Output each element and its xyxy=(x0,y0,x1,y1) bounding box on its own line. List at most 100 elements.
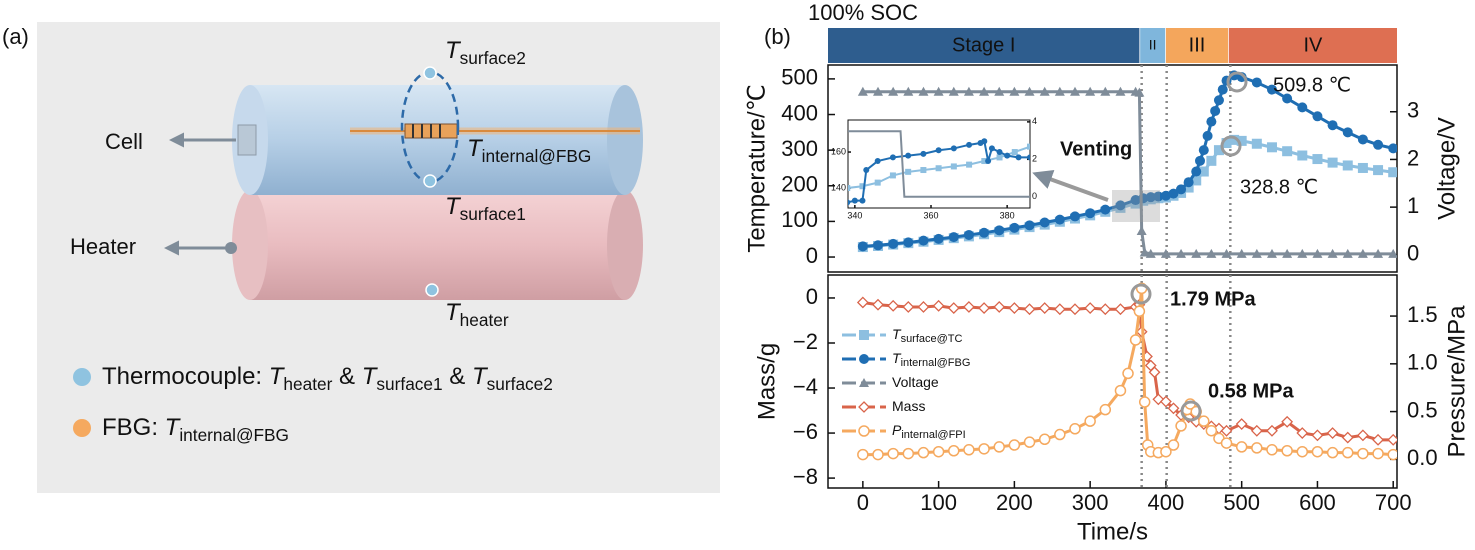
point xyxy=(1312,154,1323,165)
point xyxy=(902,447,915,460)
point xyxy=(1342,446,1354,459)
point xyxy=(1282,248,1293,258)
point xyxy=(979,86,990,96)
point xyxy=(1387,433,1397,446)
point xyxy=(1167,402,1180,415)
point xyxy=(1115,200,1126,211)
legend-name: Mass xyxy=(892,398,925,414)
point xyxy=(1342,248,1353,258)
stage-band xyxy=(828,28,1140,63)
point xyxy=(859,197,866,204)
point xyxy=(1297,102,1308,113)
point xyxy=(1327,248,1338,258)
x-tick-label: 400 xyxy=(1148,490,1185,515)
inset-chart: 140 160 0 2 4 340 360 380 xyxy=(831,116,1037,220)
point xyxy=(1297,150,1308,161)
point xyxy=(1221,138,1232,149)
heater-label: Heater xyxy=(70,234,136,259)
legend-name: Voltage xyxy=(892,374,939,390)
cell-terminal xyxy=(237,124,257,156)
point xyxy=(1085,208,1096,219)
point xyxy=(963,444,975,456)
text-part: T xyxy=(472,363,489,390)
x-tick-label: 380 xyxy=(1000,210,1015,220)
highlight-ring xyxy=(1220,135,1242,157)
point xyxy=(1326,446,1339,459)
legend-dot xyxy=(73,368,91,386)
point xyxy=(903,86,914,96)
point xyxy=(996,154,1003,161)
point xyxy=(948,232,959,243)
point xyxy=(1311,429,1324,442)
y-tick-label: 100 xyxy=(781,207,818,232)
point xyxy=(1373,165,1384,176)
point xyxy=(863,167,870,174)
point xyxy=(1281,444,1293,457)
point xyxy=(1198,145,1209,156)
point xyxy=(1027,154,1030,161)
point xyxy=(1099,303,1112,316)
point xyxy=(1191,248,1202,258)
point xyxy=(1220,424,1233,437)
y2-tick-label: 3 xyxy=(1407,98,1419,123)
y2-axis-label: Voltage/V xyxy=(1433,117,1460,220)
series-layer xyxy=(848,130,1030,206)
legend-label: Tsurface@TC xyxy=(892,326,963,345)
point xyxy=(918,235,929,246)
y-tick-label: 300 xyxy=(781,136,818,161)
point xyxy=(1217,84,1228,95)
point xyxy=(889,154,896,161)
point xyxy=(1266,424,1278,437)
y2-tick-label: 1.0 xyxy=(1407,350,1438,375)
point xyxy=(1129,334,1142,346)
point xyxy=(1296,427,1309,439)
point xyxy=(1312,248,1323,258)
point xyxy=(1100,204,1111,215)
point xyxy=(858,401,870,413)
text-part: T xyxy=(445,37,462,64)
point xyxy=(1069,423,1081,435)
x-tick-label: 200 xyxy=(996,490,1033,515)
point xyxy=(1054,86,1065,96)
point xyxy=(1373,139,1384,150)
y-axis-label: Temperature/℃ xyxy=(743,84,770,252)
x-tick-label: 300 xyxy=(1072,490,1109,515)
point xyxy=(848,199,851,206)
panel-label: (a) xyxy=(2,24,29,49)
point xyxy=(1084,302,1097,315)
text-part: Thermocouple: xyxy=(102,363,269,390)
legend-name: T xyxy=(892,350,902,366)
x-tick-label: 500 xyxy=(1223,490,1260,515)
point xyxy=(1175,420,1187,432)
point xyxy=(948,444,960,457)
thermocouple-dot xyxy=(425,283,439,297)
point xyxy=(874,179,881,186)
point xyxy=(985,158,992,165)
point xyxy=(1130,195,1141,206)
point xyxy=(978,443,990,455)
x-tick-label: 360 xyxy=(923,210,938,220)
text-part: & xyxy=(443,363,472,390)
point xyxy=(1191,175,1202,186)
point xyxy=(1008,302,1021,315)
legend-text: FBG: Tinternal@FBG xyxy=(102,414,289,444)
point xyxy=(873,86,884,96)
point xyxy=(856,296,869,309)
sensor-label: Tsurface2 xyxy=(445,37,526,67)
subscript: surface1 xyxy=(376,374,442,394)
point xyxy=(993,441,1005,453)
point xyxy=(981,138,988,145)
point xyxy=(857,86,868,96)
point xyxy=(1312,111,1323,122)
point xyxy=(1266,84,1277,95)
point xyxy=(1039,217,1050,228)
point xyxy=(1114,303,1127,316)
point xyxy=(1114,384,1127,397)
point xyxy=(1145,248,1156,258)
point xyxy=(887,299,900,312)
point xyxy=(933,233,944,244)
point xyxy=(994,86,1005,96)
point xyxy=(1069,211,1080,222)
point xyxy=(979,227,990,238)
